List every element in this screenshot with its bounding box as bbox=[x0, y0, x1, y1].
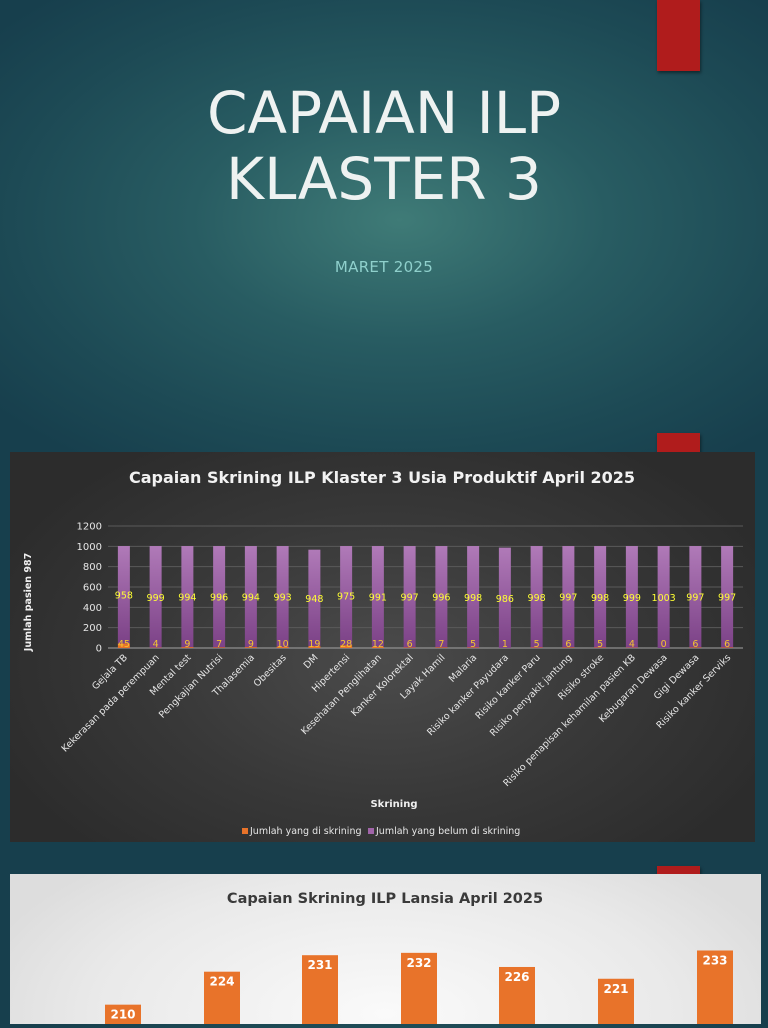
slide-title-line1: CAPAIAN ILP bbox=[207, 79, 561, 147]
data-label-unscreened: 996 bbox=[210, 593, 228, 604]
data-label-screened: 1 bbox=[502, 639, 508, 650]
y-tick-label: 200 bbox=[83, 623, 102, 634]
data-label-screened: 6 bbox=[407, 639, 413, 650]
data-label-unscreened: 991 bbox=[369, 592, 387, 603]
data-label-screened: 7 bbox=[438, 639, 444, 650]
data-label-lansia: 226 bbox=[504, 970, 529, 984]
data-label-unscreened: 997 bbox=[559, 593, 577, 604]
chart-title: Capaian Skrining ILP Lansia April 2025 bbox=[227, 891, 543, 907]
data-label-screened: 4 bbox=[153, 639, 159, 650]
data-label-unscreened: 999 bbox=[147, 593, 165, 604]
data-label-unscreened: 994 bbox=[178, 593, 196, 604]
data-label-unscreened: 998 bbox=[528, 593, 546, 604]
data-label-unscreened: 948 bbox=[305, 594, 323, 605]
data-label-screened: 6 bbox=[565, 639, 571, 650]
data-label-screened: 5 bbox=[470, 639, 476, 650]
data-label-unscreened: 998 bbox=[591, 593, 609, 604]
data-label-screened: 9 bbox=[184, 639, 190, 650]
data-label-screened: 28 bbox=[340, 639, 352, 650]
data-label-lansia: 224 bbox=[209, 975, 234, 989]
x-axis-title: Skrining bbox=[370, 799, 417, 810]
chart-usia-produktif-panel[interactable]: Capaian Skrining ILP Klaster 3 Usia Prod… bbox=[10, 452, 755, 842]
data-label-screened: 10 bbox=[277, 639, 289, 650]
slide-title: CAPAIAN ILP KLASTER 3 bbox=[0, 80, 768, 212]
y-tick-label: 800 bbox=[83, 562, 102, 573]
legend-label-screened: Jumlah yang di skrining bbox=[249, 826, 362, 837]
data-label-unscreened: 986 bbox=[496, 594, 514, 605]
y-tick-label: 400 bbox=[83, 603, 102, 614]
data-label-unscreened: 1003 bbox=[652, 593, 676, 604]
data-label-unscreened: 997 bbox=[686, 593, 704, 604]
data-label-screened: 4 bbox=[629, 639, 635, 650]
chart-title: Capaian Skrining ILP Klaster 3 Usia Prod… bbox=[129, 468, 635, 487]
x-tick-label: Obesitas bbox=[252, 652, 289, 689]
data-label-lansia: 210 bbox=[110, 1008, 135, 1022]
data-label-unscreened: 997 bbox=[718, 593, 736, 604]
data-label-lansia: 233 bbox=[702, 953, 727, 967]
data-label-screened: 6 bbox=[692, 639, 698, 650]
data-label-unscreened: 994 bbox=[242, 593, 260, 604]
x-tick-label: DM bbox=[302, 652, 321, 671]
data-label-lansia: 231 bbox=[307, 958, 332, 972]
data-label-screened: 7 bbox=[216, 639, 222, 650]
y-tick-label: 600 bbox=[83, 583, 102, 594]
data-label-unscreened: 998 bbox=[464, 593, 482, 604]
data-label-unscreened: 975 bbox=[337, 592, 355, 603]
slide-subtitle: MARET 2025 bbox=[0, 258, 768, 276]
data-label-screened: 9 bbox=[248, 639, 254, 650]
legend-swatch-unscreened bbox=[368, 828, 374, 834]
legend-label-unscreened: Jumlah yang belum di skrining bbox=[375, 826, 520, 837]
data-label-screened: 45 bbox=[118, 639, 130, 650]
chart-usia-produktif: Capaian Skrining ILP Klaster 3 Usia Prod… bbox=[10, 452, 755, 842]
slide-title-line2: KLASTER 3 bbox=[226, 145, 542, 213]
chart-lansia: Capaian Skrining ILP Lansia April 2025 21… bbox=[10, 874, 761, 1024]
data-label-unscreened: 958 bbox=[115, 591, 133, 602]
data-label-screened: 19 bbox=[308, 639, 320, 650]
y-tick-label: 1000 bbox=[77, 542, 102, 553]
data-label-lansia: 221 bbox=[603, 982, 628, 996]
y-tick-label: 1200 bbox=[77, 522, 102, 533]
y-axis-title: Jumlah pasien 987 bbox=[23, 553, 34, 652]
data-label-screened: 5 bbox=[597, 639, 603, 650]
chart-lansia-panel[interactable]: Capaian Skrining ILP Lansia April 2025 21… bbox=[10, 874, 761, 1024]
y-tick-label: 0 bbox=[96, 644, 102, 655]
data-label-lansia: 232 bbox=[406, 956, 431, 970]
data-label-unscreened: 996 bbox=[432, 593, 450, 604]
data-label-screened: 12 bbox=[372, 639, 384, 650]
red-accent-tab-top bbox=[657, 0, 700, 71]
data-label-unscreened: 997 bbox=[401, 593, 419, 604]
data-label-unscreened: 993 bbox=[274, 593, 292, 604]
data-label-screened: 6 bbox=[724, 639, 730, 650]
data-label-screened: 5 bbox=[534, 639, 540, 650]
legend-swatch-screened bbox=[242, 828, 248, 834]
data-label-screened: 0 bbox=[661, 639, 667, 650]
data-label-unscreened: 999 bbox=[623, 593, 641, 604]
